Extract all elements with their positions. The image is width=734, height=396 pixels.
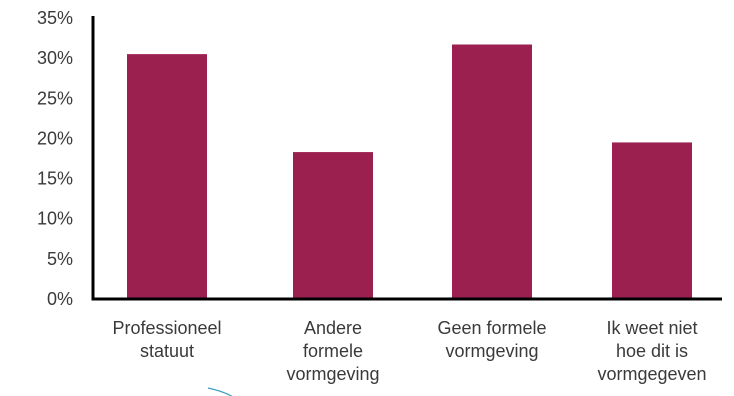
bar	[293, 152, 373, 299]
x-category-label-line: vormgeving	[286, 364, 379, 384]
y-tick-label: 20%	[37, 128, 73, 148]
y-tick-label: 25%	[37, 88, 73, 108]
y-tick-label: 35%	[37, 8, 73, 28]
x-category-label-line: vormgeving	[445, 341, 538, 361]
bar	[127, 54, 207, 299]
x-category-label-line: Ik weet niet	[606, 318, 697, 338]
x-category-label: Andere formele vormgeving	[286, 318, 379, 384]
x-category-label-line: statuut	[140, 341, 194, 361]
x-category-label: Geen formele vormgeving	[437, 318, 546, 361]
y-tick-label: 10%	[37, 209, 73, 229]
annotation-arc	[207, 387, 233, 396]
x-category-label-line: Geen formele	[437, 318, 546, 338]
y-tick-label: 0%	[47, 289, 73, 309]
y-tick-label: 30%	[37, 48, 73, 68]
x-category-label-line: Professioneel	[112, 318, 221, 338]
x-category-label: Ik weet niet hoe dit is vormgegeven	[597, 318, 706, 384]
x-category-label-line: formele	[303, 341, 363, 361]
x-category-label: Professioneel statuut	[112, 318, 221, 361]
x-category-label-line: vormgegeven	[597, 364, 706, 384]
bars	[127, 44, 692, 299]
y-tick-label: 15%	[37, 169, 73, 189]
y-axis-ticks: 0% 5% 10% 15% 20% 25% 30% 35%	[37, 8, 73, 309]
bar	[612, 142, 692, 299]
x-category-label-line: hoe dit is	[616, 341, 688, 361]
bar	[452, 44, 532, 299]
y-tick-label: 5%	[47, 249, 73, 269]
x-axis-labels: Professioneel statuut Andere formele vormgev…	[112, 318, 706, 384]
x-category-label-line: Andere	[304, 318, 362, 338]
